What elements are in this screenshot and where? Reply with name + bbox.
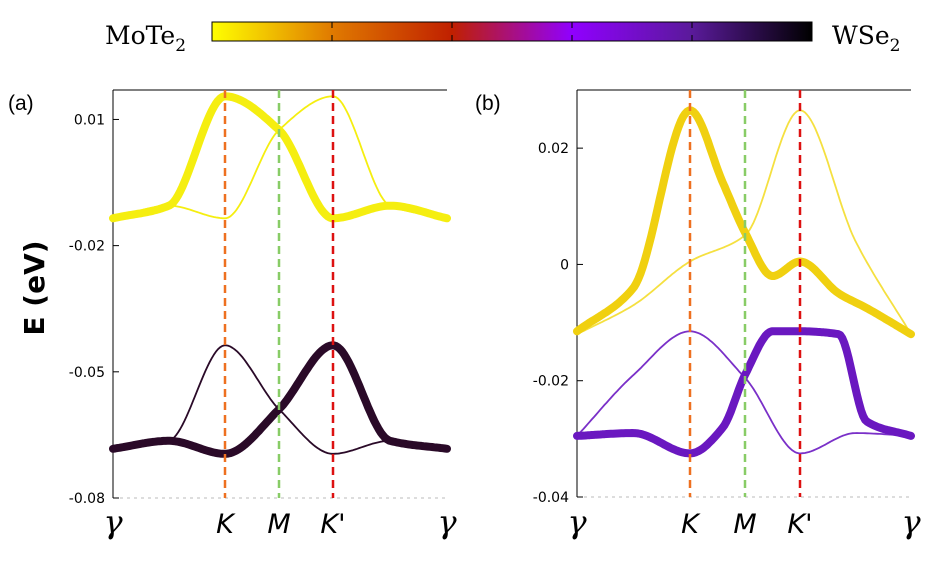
band-line [109,341,451,458]
x-tick-label: K' [787,509,812,540]
colorbar: MoTe2 WSe2 [105,21,900,56]
colorbar-left-label: MoTe2 [105,21,186,56]
y-tick-label: -0.05 [69,365,105,381]
y-tick-label: -0.02 [533,374,569,390]
y-tick-label: 0 [560,257,569,273]
x-tick-label: γ [901,503,921,541]
x-tick-label: M [733,509,756,540]
colorbar-gradient [211,21,813,42]
y-tick-label: 0.01 [74,112,105,128]
y-tick-label: -0.04 [533,490,569,506]
panel-label-a: (a) [8,92,34,115]
x-tick-label: K [216,509,236,540]
panel-b: 0.020-0.02-0.04γ K M K' γ [533,89,921,541]
x-tick-label: γ [103,503,123,541]
x-tick-label: K [681,509,701,540]
band-line [573,106,915,339]
band-line [573,327,915,458]
y-tick-label: -0.08 [69,491,105,507]
y-tick-label: 0.02 [538,141,569,157]
panel-label-b: (b) [475,92,501,115]
x-tick-label: γ [437,503,457,541]
colorbar-ticks [331,22,693,41]
panel-a: 0.01-0.02-0.05-0.08γ K M K' γ [69,89,457,541]
x-tick-label: K' [320,509,345,540]
colorbar-right-label: WSe2 [832,21,900,56]
x-tick-label: M [267,509,290,540]
x-tick-label: γ [567,503,587,541]
y-axis-label: E (eV) [18,240,51,335]
y-tick-label: -0.02 [69,239,105,255]
